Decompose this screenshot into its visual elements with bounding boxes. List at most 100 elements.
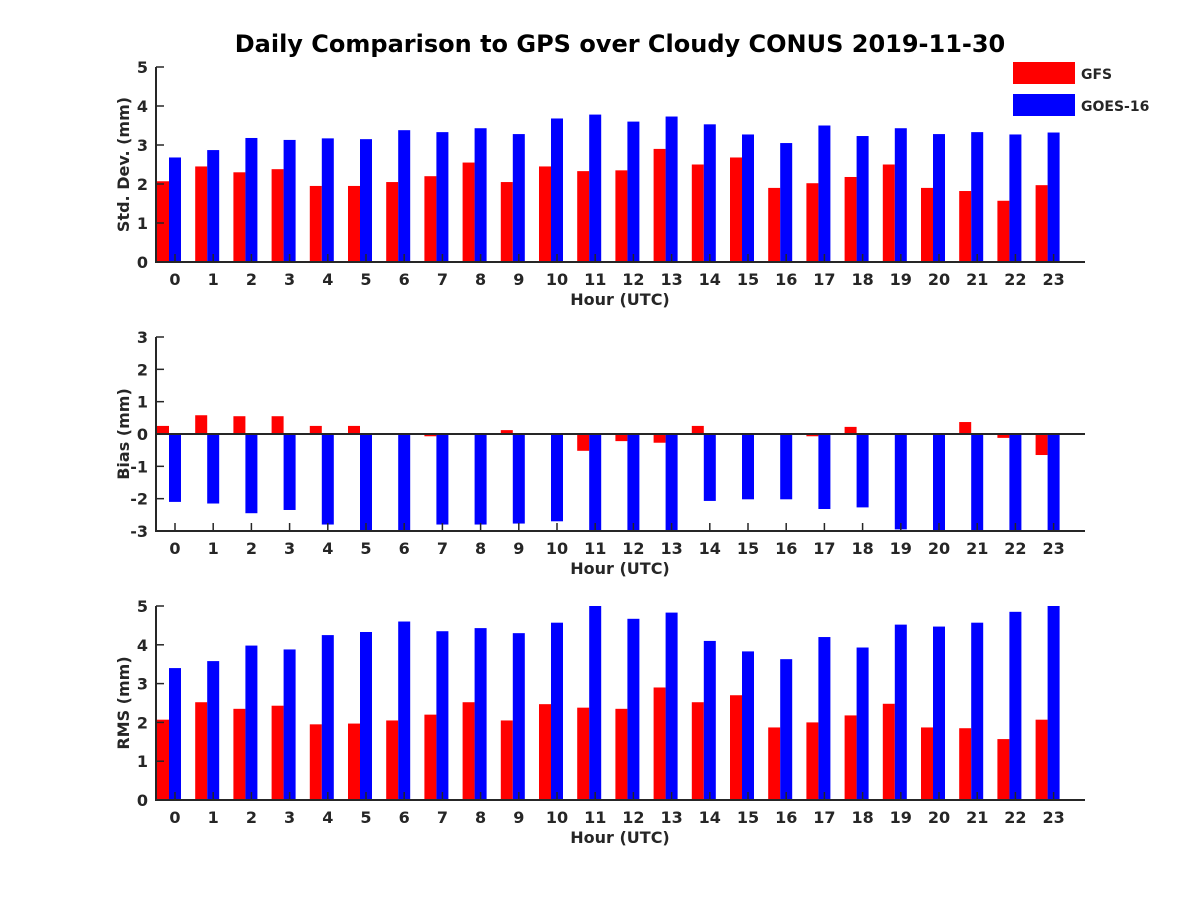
bar-goes-16-23 xyxy=(1047,434,1060,531)
bar-goes-16-18 xyxy=(856,647,869,800)
bar-goes-16-11 xyxy=(589,434,602,531)
bar-gfs-3 xyxy=(271,416,284,434)
x-tick-label: 19 xyxy=(890,270,912,289)
bar-gfs-13 xyxy=(653,148,666,262)
bar-goes-16-9 xyxy=(512,134,525,262)
y-tick-label: 2 xyxy=(137,713,148,732)
x-tick-label: 3 xyxy=(284,270,295,289)
x-tick-label: 10 xyxy=(546,808,568,827)
bar-gfs-13 xyxy=(653,434,666,443)
bar-gfs-21 xyxy=(959,728,972,800)
bar-goes-16-4 xyxy=(321,635,334,800)
x-tick-label: 11 xyxy=(584,539,606,558)
y-tick-label: 4 xyxy=(137,636,148,655)
x-tick-label: 0 xyxy=(169,270,180,289)
x-tick-label: 23 xyxy=(1042,270,1064,289)
x-tick-label: 12 xyxy=(622,539,644,558)
x-tick-label: 20 xyxy=(928,539,950,558)
chart-title: Daily Comparison to GPS over Cloudy CONU… xyxy=(234,30,1006,58)
x-tick-label: 23 xyxy=(1042,539,1064,558)
bar-goes-16-12 xyxy=(627,618,640,800)
bar-gfs-21 xyxy=(959,422,972,434)
x-tick-label: 0 xyxy=(169,808,180,827)
bar-goes-16-0 xyxy=(169,668,181,800)
y-tick-label: 2 xyxy=(137,175,148,194)
bar-gfs-12 xyxy=(615,170,628,262)
bar-gfs-2 xyxy=(233,416,246,434)
x-tick-label: 17 xyxy=(813,808,835,827)
bar-goes-16-7 xyxy=(436,434,449,525)
bar-goes-16-8 xyxy=(474,434,487,525)
legend-label-goes-16: GOES-16 xyxy=(1081,99,1149,115)
y-axis-label: RMS (mm) xyxy=(114,656,133,749)
bar-goes-16-15 xyxy=(742,134,754,262)
bar-gfs-13 xyxy=(653,687,666,800)
bar-gfs-0 xyxy=(157,425,169,434)
x-tick-label: 19 xyxy=(890,539,912,558)
x-tick-label: 7 xyxy=(437,808,448,827)
x-tick-label: 14 xyxy=(699,808,721,827)
bar-gfs-18 xyxy=(844,715,857,800)
bar-gfs-8 xyxy=(462,702,475,800)
bar-gfs-15 xyxy=(730,695,742,800)
bar-goes-16-22 xyxy=(1009,611,1022,800)
x-tick-label: 17 xyxy=(813,539,835,558)
bar-gfs-7 xyxy=(424,176,437,262)
bar-gfs-10 xyxy=(539,166,551,262)
x-tick-label: 6 xyxy=(399,808,410,827)
bar-goes-16-19 xyxy=(894,624,907,800)
x-tick-label: 6 xyxy=(399,539,410,558)
bar-goes-16-17 xyxy=(818,125,831,262)
bar-goes-16-4 xyxy=(321,434,334,525)
bar-goes-16-13 xyxy=(665,434,678,531)
bar-goes-16-14 xyxy=(703,124,716,262)
bar-gfs-17 xyxy=(806,722,819,800)
bar-goes-16-5 xyxy=(360,139,372,262)
x-tick-label: 22 xyxy=(1004,539,1026,558)
x-tick-label: 5 xyxy=(360,270,371,289)
legend-swatch-gfs xyxy=(1013,62,1075,84)
bar-gfs-8 xyxy=(462,162,475,262)
bar-goes-16-15 xyxy=(742,651,754,800)
x-tick-label: 6 xyxy=(399,270,410,289)
bar-goes-16-9 xyxy=(512,633,525,800)
bar-goes-16-2 xyxy=(245,137,258,262)
x-tick-label: 22 xyxy=(1004,808,1026,827)
bar-gfs-23 xyxy=(1035,434,1048,456)
bar-goes-16-21 xyxy=(971,132,984,262)
bar-goes-16-13 xyxy=(665,612,678,800)
bar-gfs-23 xyxy=(1035,185,1048,262)
x-tick-label: 14 xyxy=(699,539,721,558)
bar-gfs-3 xyxy=(271,705,284,800)
x-axis-label: Hour (UTC) xyxy=(570,290,670,309)
x-tick-label: 17 xyxy=(813,270,835,289)
bar-goes-16-0 xyxy=(169,157,181,262)
bar-goes-16-22 xyxy=(1009,434,1022,531)
bar-goes-16-7 xyxy=(436,631,449,800)
bar-goes-16-23 xyxy=(1047,606,1060,800)
x-tick-label: 8 xyxy=(475,270,486,289)
x-tick-label: 18 xyxy=(851,808,873,827)
bar-goes-16-22 xyxy=(1009,134,1022,262)
x-tick-label: 2 xyxy=(246,808,257,827)
x-tick-label: 1 xyxy=(208,808,219,827)
bar-goes-16-13 xyxy=(665,116,678,262)
x-tick-label: 18 xyxy=(851,539,873,558)
bar-goes-16-14 xyxy=(703,434,716,501)
bar-gfs-9 xyxy=(500,430,513,434)
x-tick-label: 3 xyxy=(284,539,295,558)
x-tick-label: 5 xyxy=(360,808,371,827)
bar-gfs-5 xyxy=(348,185,360,262)
bar-gfs-7 xyxy=(424,434,437,437)
y-tick-label: 1 xyxy=(137,214,148,233)
x-tick-label: 11 xyxy=(584,270,606,289)
bar-gfs-6 xyxy=(386,182,399,262)
x-tick-label: 9 xyxy=(513,270,524,289)
bar-goes-16-0 xyxy=(169,434,181,502)
bar-goes-16-16 xyxy=(780,659,793,800)
x-tick-label: 18 xyxy=(851,270,873,289)
y-axis-label: Bias (mm) xyxy=(114,388,133,480)
bar-goes-16-21 xyxy=(971,622,984,800)
bar-goes-16-16 xyxy=(780,434,793,500)
x-tick-label: 21 xyxy=(966,270,988,289)
